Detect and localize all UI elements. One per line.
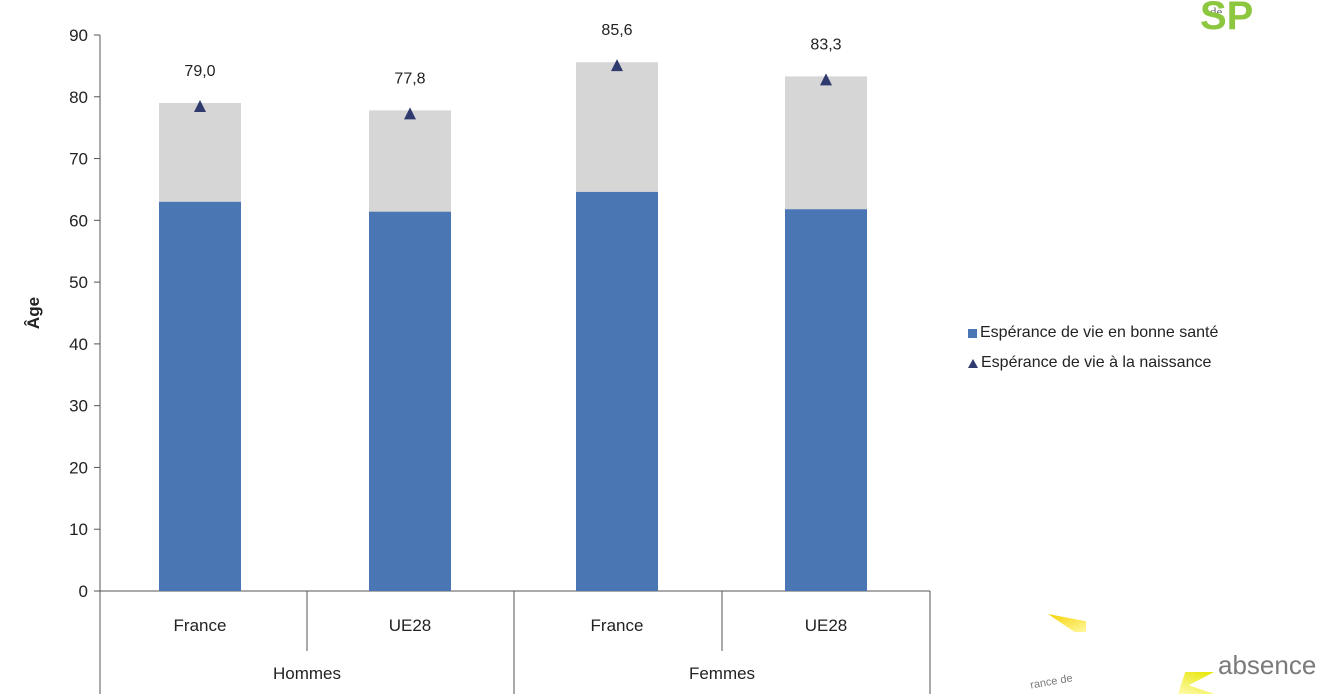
birth-marker bbox=[194, 99, 206, 112]
y-axis-label: Âge bbox=[24, 297, 43, 329]
legend-item-healthy: Espérance de vie en bonne santé bbox=[968, 318, 1218, 348]
x-category-label: France bbox=[174, 616, 227, 635]
data-label: 77,8 bbox=[394, 70, 425, 87]
legend-label-healthy: Espérance de vie en bonne santé bbox=[980, 324, 1219, 341]
data-label: 85,6 bbox=[601, 22, 632, 39]
legend: Espérance de vie en bonne santé Espéranc… bbox=[968, 318, 1218, 378]
x-group-label: Hommes bbox=[273, 664, 341, 683]
y-tick-label: 40 bbox=[69, 335, 88, 354]
bar-healthy bbox=[576, 191, 658, 591]
bar-remainder bbox=[576, 62, 658, 192]
decorative-word: absence bbox=[1218, 650, 1317, 680]
x-category-label: France bbox=[591, 616, 644, 635]
bar-healthy bbox=[159, 201, 241, 592]
y-tick-label: 20 bbox=[69, 458, 88, 477]
legend-item-birth: Espérance de vie à la naissance bbox=[968, 348, 1218, 378]
x-category-label: UE28 bbox=[805, 616, 848, 635]
bar-remainder bbox=[369, 110, 451, 212]
legend-label-birth: Espérance de vie à la naissance bbox=[981, 354, 1212, 371]
y-tick-label: 30 bbox=[69, 397, 88, 416]
bar-healthy bbox=[785, 209, 867, 592]
logo-small-text: de bbox=[1210, 4, 1223, 19]
bar-healthy bbox=[369, 211, 451, 591]
logo-text: SP bbox=[1200, 0, 1254, 38]
birth-marker bbox=[404, 107, 416, 120]
y-tick-label: 70 bbox=[69, 150, 88, 169]
y-tick-label: 80 bbox=[69, 88, 88, 107]
y-tick-label: 50 bbox=[69, 273, 88, 292]
y-tick-label: 90 bbox=[69, 26, 88, 45]
legend-swatch-birth bbox=[968, 358, 978, 368]
data-label: 79,0 bbox=[184, 63, 215, 80]
bar-remainder bbox=[159, 102, 241, 202]
y-tick-label: 10 bbox=[69, 520, 88, 539]
bar-remainder bbox=[785, 76, 867, 210]
legend-swatch-healthy bbox=[968, 328, 977, 338]
birth-marker bbox=[820, 73, 832, 86]
y-tick-label: 60 bbox=[69, 211, 88, 230]
x-group-label: Femmes bbox=[689, 664, 755, 683]
x-category-label: UE28 bbox=[389, 616, 432, 635]
birth-marker bbox=[611, 59, 623, 72]
y-tick-label: 0 bbox=[79, 582, 88, 601]
data-label: 83,3 bbox=[810, 36, 841, 53]
